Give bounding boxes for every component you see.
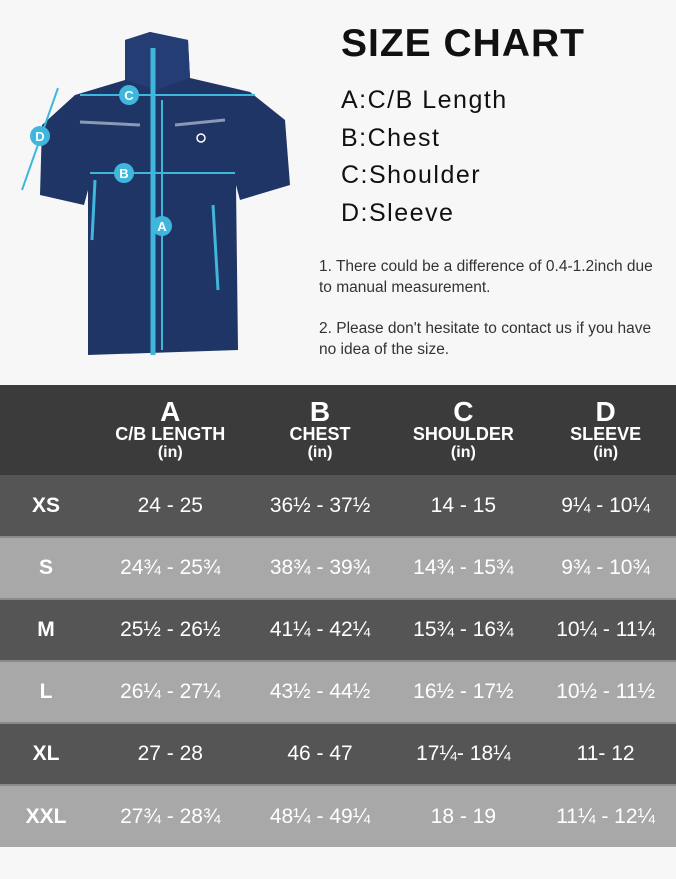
table-row: XL 27 - 28 46 - 47 17¼- 18¼ 11- 12 <box>0 722 676 785</box>
value-cell: 43½ - 44½ <box>248 660 392 723</box>
value-cell: 41¼ - 42¼ <box>248 598 392 661</box>
value-cell: 24 - 25 <box>137 493 203 517</box>
size-cell: XL <box>0 722 92 785</box>
legend-item: A:C/B Length <box>341 86 508 114</box>
value-cell: 38¾ - 39¾ <box>248 536 392 599</box>
value-cell: 11¼ - 12¼ <box>535 784 676 847</box>
value-cell: 9¼ - 10¼ <box>561 493 650 517</box>
label-a: A <box>157 219 167 234</box>
header-col: B CHEST (in) <box>289 395 351 461</box>
page-title: SIZE CHART <box>341 22 585 65</box>
measurement-legend: A:C/B Length B:Chest C:Shoulder D:Sleeve <box>341 82 508 232</box>
value-cell: 17¼- 18¼ <box>391 722 536 785</box>
label-c: C <box>124 88 134 103</box>
table-row: L 26¼ - 27¼ 43½ - 44½ 16½ - 17½ 10½ - 11½ <box>0 660 676 723</box>
value-cell: 25½ - 26½ <box>92 598 249 661</box>
value-cell: 11- 12 <box>535 722 676 785</box>
jacket-diagram: C B A D <box>21 32 290 355</box>
header-col: D SLEEVE (in) <box>570 395 642 461</box>
value-cell: 14¾ - 15¾ <box>391 536 536 599</box>
value-cell: 46 - 47 <box>248 722 392 785</box>
jacket-image <box>40 32 290 355</box>
value-cell: 15¾ - 16¾ <box>391 598 536 661</box>
label-b: B <box>119 166 128 181</box>
table-header: A C/B LENGTH (in) B CHEST (in) C SHOULDER (in)… <box>0 385 676 475</box>
value-cell: 18 - 19 <box>391 784 536 847</box>
legend-item: C:Shoulder <box>341 161 482 189</box>
value-cell: 36½ - 37½ <box>269 493 371 517</box>
size-table: A C/B LENGTH (in) B CHEST (in) C SHOULDER (in)… <box>0 385 676 847</box>
header-col: A C/B LENGTH (in) <box>115 395 226 461</box>
table-row: XS 24 - 25 36½ - 37½ 14 - 15 9¼ - 10¼ <box>0 475 676 537</box>
table-row: M 25½ - 26½ 41¼ - 42¼ 15¾ - 16¾ 10¼ - 11¼ <box>0 598 676 661</box>
value-cell: 16½ - 17½ <box>391 660 536 723</box>
header-col: C SHOULDER (in) <box>412 395 514 461</box>
value-cell: 27¾ - 28¾ <box>92 784 249 847</box>
header-size <box>0 385 92 475</box>
note: 2. Please don't hesitate to contact us i… <box>319 320 652 358</box>
size-cell: XS <box>31 493 60 517</box>
size-cell: L <box>0 660 92 723</box>
value-cell: 26¼ - 27¼ <box>92 660 249 723</box>
size-cell: M <box>0 598 92 661</box>
value-cell: 10¼ - 11¼ <box>535 598 676 661</box>
value-cell: 14 - 15 <box>430 493 497 517</box>
legend-item: D:Sleeve <box>341 198 455 227</box>
value-cell: 24¾ - 25¾ <box>92 536 249 599</box>
value-cell: 48¼ - 49¼ <box>248 784 392 847</box>
table-row: S 24¾ - 25¾ 38¾ - 39¾ 14¾ - 15¾ 9¾ - 10¾ <box>0 536 676 599</box>
value-cell: 27 - 28 <box>92 722 249 785</box>
note: 1. There could be a difference of 0.4-1.… <box>319 258 653 296</box>
size-cell: S <box>0 536 92 599</box>
value-cell: 10½ - 11½ <box>535 660 676 723</box>
notes: 1. There could be a difference of 0.4-1.… <box>319 256 669 380</box>
table-row: XXL 27¾ - 28¾ 48¼ - 49¼ 18 - 19 11¼ - 12¼ <box>0 784 676 847</box>
legend-item: B:Chest <box>341 123 441 152</box>
size-cell: XXL <box>0 784 92 847</box>
label-d: D <box>35 129 44 144</box>
value-cell: 9¾ - 10¾ <box>535 536 676 599</box>
measure-badges <box>30 85 172 236</box>
